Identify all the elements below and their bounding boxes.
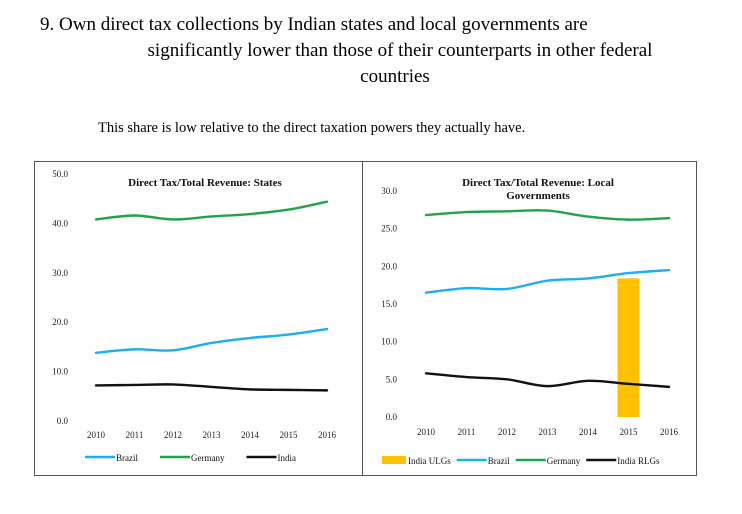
- y-tick-label: 30.0: [381, 186, 397, 196]
- states-chart: Direct Tax/Total Revenue: States 0.0 10.0 2…: [52, 169, 337, 463]
- chart-title: Direct Tax/Total Revenue: Local: [462, 177, 614, 189]
- x-tick-label: 2016: [318, 430, 337, 440]
- legend-label-germany: Germany: [547, 456, 581, 466]
- x-tick-label: 2011: [458, 427, 476, 437]
- legend-label-india: India: [278, 453, 297, 463]
- page-heading: 9. Own direct tax collections by Indian …: [40, 12, 720, 90]
- x-tick-label: 2016: [660, 427, 679, 437]
- chart-title-line-2: Governments: [506, 190, 570, 202]
- y-tick-label: 50.0: [52, 169, 68, 179]
- y-tick-label: 5.0: [386, 374, 398, 384]
- chart-title: Direct Tax/Total Revenue: States: [128, 177, 282, 189]
- y-tick-label: 15.0: [381, 299, 397, 309]
- legend-swatch-india-ulgs: [382, 456, 406, 464]
- series-line-india-rlgs: [424, 372, 671, 389]
- heading-line-3: countries: [360, 66, 430, 87]
- series-line-india: [94, 383, 329, 392]
- y-tick-label: 10.0: [52, 367, 68, 377]
- local-governments-chart: Direct Tax/Total Revenue: LocalGovernmen…: [381, 177, 679, 466]
- series-line-brazil: [424, 268, 671, 294]
- x-tick-label: 2013: [539, 427, 558, 437]
- heading-line-2: significantly lower than those of their …: [147, 40, 653, 61]
- y-tick-label: 40.0: [52, 218, 68, 228]
- series-line-germany: [424, 209, 671, 221]
- legend-label-brazil: Brazil: [116, 453, 138, 463]
- series-line-brazil: [94, 327, 329, 355]
- y-tick-label: 30.0: [52, 268, 68, 278]
- y-tick-label: 20.0: [381, 261, 397, 271]
- bar-india-ulgs: [617, 278, 640, 417]
- states-chart-panel: Direct Tax/Total Revenue: States 0.0 10.0 2…: [34, 161, 364, 476]
- x-tick-label: 2014: [241, 430, 260, 440]
- legend-label-india-rlgs: India RLGs: [617, 456, 660, 466]
- x-tick-label: 2015: [280, 430, 299, 440]
- x-tick-label: 2012: [164, 430, 182, 440]
- legend-label-india-ulgs: India ULGs: [408, 456, 451, 466]
- x-tick-label: 2010: [417, 427, 436, 437]
- y-tick-label: 0.0: [386, 412, 398, 422]
- legend-label-brazil: Brazil: [488, 456, 510, 466]
- local-governments-chart-panel: Direct Tax/Total Revenue: Local Governmen…: [362, 161, 697, 476]
- y-tick-label: 10.0: [381, 337, 397, 347]
- x-tick-label: 2010: [87, 430, 106, 440]
- y-tick-label: 0.0: [57, 416, 69, 426]
- x-tick-label: 2011: [126, 430, 144, 440]
- x-tick-label: 2015: [620, 427, 639, 437]
- y-tick-label: 20.0: [52, 317, 68, 327]
- page-subheading: This share is low relative to the direct…: [98, 120, 526, 136]
- x-tick-label: 2014: [579, 427, 598, 437]
- series-line-germany: [94, 200, 329, 221]
- legend-label-germany: Germany: [191, 453, 225, 463]
- y-tick-label: 25.0: [381, 224, 397, 234]
- heading-line-1: 9. Own direct tax collections by Indian …: [40, 14, 588, 35]
- x-tick-label: 2013: [203, 430, 222, 440]
- x-tick-label: 2012: [498, 427, 516, 437]
